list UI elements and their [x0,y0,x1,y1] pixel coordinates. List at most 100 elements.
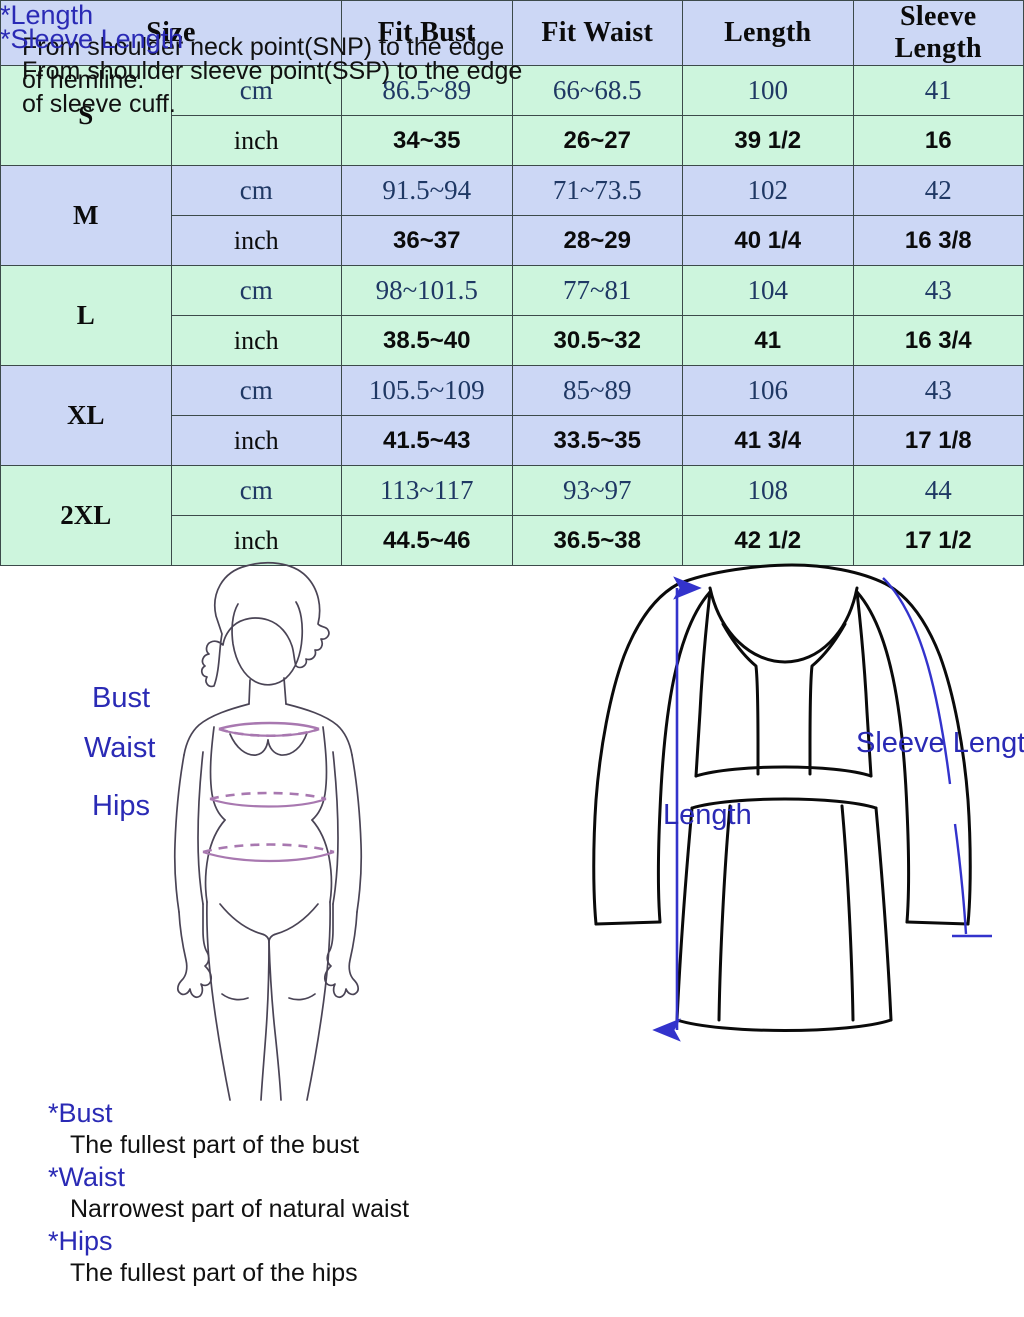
cell-bust-inch: 36~37 [341,215,513,266]
cell-length-inch: 42 1/2 [682,515,854,566]
cell-length-cm: 108 [682,465,854,516]
table-row: M cm 91.5~94 71~73.5 102 42 [0,165,1024,266]
dress-measurement-diagram: Length Sleeve Length [592,563,1024,1042]
cell-length-cm: 100 [682,65,854,116]
table-row: XL cm 105.5~109 85~89 106 43 [0,365,1024,466]
cell-bust-cm: 91.5~94 [341,165,513,216]
cell-sleeve-cm: 43 [852,365,1024,416]
column-header-length: Length [682,0,854,66]
note-title-sleeve-length: *Sleeve Length [0,24,184,54]
cell-waist-cm: 66~68.5 [511,65,683,116]
column-header-sleeve-length: Sleeve Length [852,0,1024,66]
note-body-length-line1: From shoulder neck point(SNP) to the edg… [22,33,505,62]
note-title-length: *Length [0,0,94,30]
size-label-s: S [0,65,172,166]
body-outline [173,561,363,1101]
cell-length-inch: 40 1/4 [682,215,854,266]
cell-bust-cm: 113~117 [341,465,513,516]
cell-bust-cm: 86.5~89 [341,65,513,116]
unit-inch: inch [170,115,342,166]
cell-bust-inch: 38.5~40 [341,315,513,366]
cell-sleeve-cm: 41 [852,65,1024,116]
notes-body-measurements: *Bust The fullest part of the bust *Wais… [48,1098,409,1290]
note-title-bust: *Bust [48,1098,113,1128]
unit-cm: cm [170,465,342,516]
label-length: Length [663,799,752,831]
cell-waist-inch: 30.5~32 [511,315,683,366]
label-sleeve-length: Sleeve Length [856,727,1024,759]
bust-measure-line [218,721,320,731]
unit-inch: inch [170,215,342,266]
size-label-xl: XL [0,365,172,466]
cell-sleeve-inch: 17 1/8 [852,415,1024,466]
size-label-2xl: 2XL [0,465,172,566]
unit-cm: cm [170,265,342,316]
note-body-waist: Narrowest part of natural waist [70,1195,410,1224]
label-hips: Hips [92,790,150,822]
cell-sleeve-cm: 42 [852,165,1024,216]
cell-length-cm: 106 [682,365,854,416]
note-body-sleeve-line1: From shoulder sleeve point(SSP) to the e… [22,57,523,86]
cell-waist-inch: 36.5~38 [511,515,683,566]
table-row: inch 38.5~40 30.5~32 41 16 3/4 [1,315,1024,366]
cell-length-cm: 104 [682,265,854,316]
sleeve-length-line-upper [882,577,952,785]
table-row: S cm 86.5~89 66~68.5 100 41 [0,65,1024,166]
measurement-lines [202,721,335,863]
cell-waist-inch: 28~29 [511,215,683,266]
cell-length-inch: 41 3/4 [682,415,854,466]
cell-waist-cm: 71~73.5 [511,165,683,216]
note-body-hips: The fullest part of the hips [70,1259,358,1288]
measurement-illustrations: Bust Waist Hips [0,552,1024,1317]
size-label-m: M [0,165,172,266]
note-body-sleeve-line2: of sleeve cuff. [22,90,176,119]
cell-sleeve-inch: 16 [852,115,1024,166]
unit-cm: cm [170,165,342,216]
cell-waist-cm: 77~81 [511,265,683,316]
cell-bust-inch: 34~35 [341,115,513,166]
cell-sleeve-cm: 43 [852,265,1024,316]
unit-inch: inch [170,415,342,466]
cell-length-inch: 41 [682,315,854,366]
unit-cm: cm [170,365,342,416]
table-row: inch 44.5~46 36.5~38 42 1/2 17 1/2 [1,515,1024,566]
cell-length-cm: 102 [682,165,854,216]
table-header-row: Size Fit Bust Fit Waist Length Sleeve Le… [0,0,1024,66]
table-row: 2XL cm 113~117 93~97 108 44 [0,465,1024,566]
label-waist: Waist [84,732,155,764]
note-length: *Length From shoulder neck point(SNP) to… [0,0,504,97]
cell-sleeve-cm: 44 [852,465,1024,516]
hips-measure-line-dashed [202,843,335,854]
body-measurement-diagram: Bust Waist Hips [84,561,363,1101]
cell-sleeve-inch: 16 3/4 [852,315,1024,366]
dress-outline [592,563,972,1032]
waist-measure-line-dashed [209,791,327,801]
hips-measure-line-solid [202,850,335,863]
cell-sleeve-inch: 17 1/2 [852,515,1024,566]
column-header-size: Size [0,0,342,66]
cell-length-inch: 39 1/2 [682,115,854,166]
column-header-fit-waist: Fit Waist [511,0,683,66]
cell-waist-inch: 33.5~35 [511,415,683,466]
cell-sleeve-inch: 16 3/8 [852,215,1024,266]
note-body-length-line2: of hemline. [22,66,145,95]
label-bust: Bust [92,682,150,714]
note-title-waist: *Waist [48,1162,126,1193]
cell-waist-cm: 85~89 [511,365,683,416]
size-chart-table: Size Fit Bust Fit Waist Length Sleeve Le… [0,0,1024,566]
unit-inch: inch [170,515,342,566]
unit-cm: cm [170,65,342,116]
cell-bust-inch: 44.5~46 [341,515,513,566]
cell-bust-cm: 105.5~109 [341,365,513,416]
cell-waist-inch: 26~27 [511,115,683,166]
bust-measure-line-solid [218,727,320,737]
table-row: L cm 98~101.5 77~81 104 43 [0,265,1024,366]
unit-inch: inch [170,315,342,366]
table-row: inch 41.5~43 33.5~35 41 3/4 17 1/8 [1,415,1024,466]
cell-waist-cm: 93~97 [511,465,683,516]
waist-measure-line-solid [209,797,327,808]
note-sleeve-length: *Sleeve Length From shoulder sleeve poin… [0,24,522,121]
size-label-l: L [0,265,172,366]
sleeve-length-line-lower [953,823,968,935]
cell-bust-cm: 98~101.5 [341,265,513,316]
